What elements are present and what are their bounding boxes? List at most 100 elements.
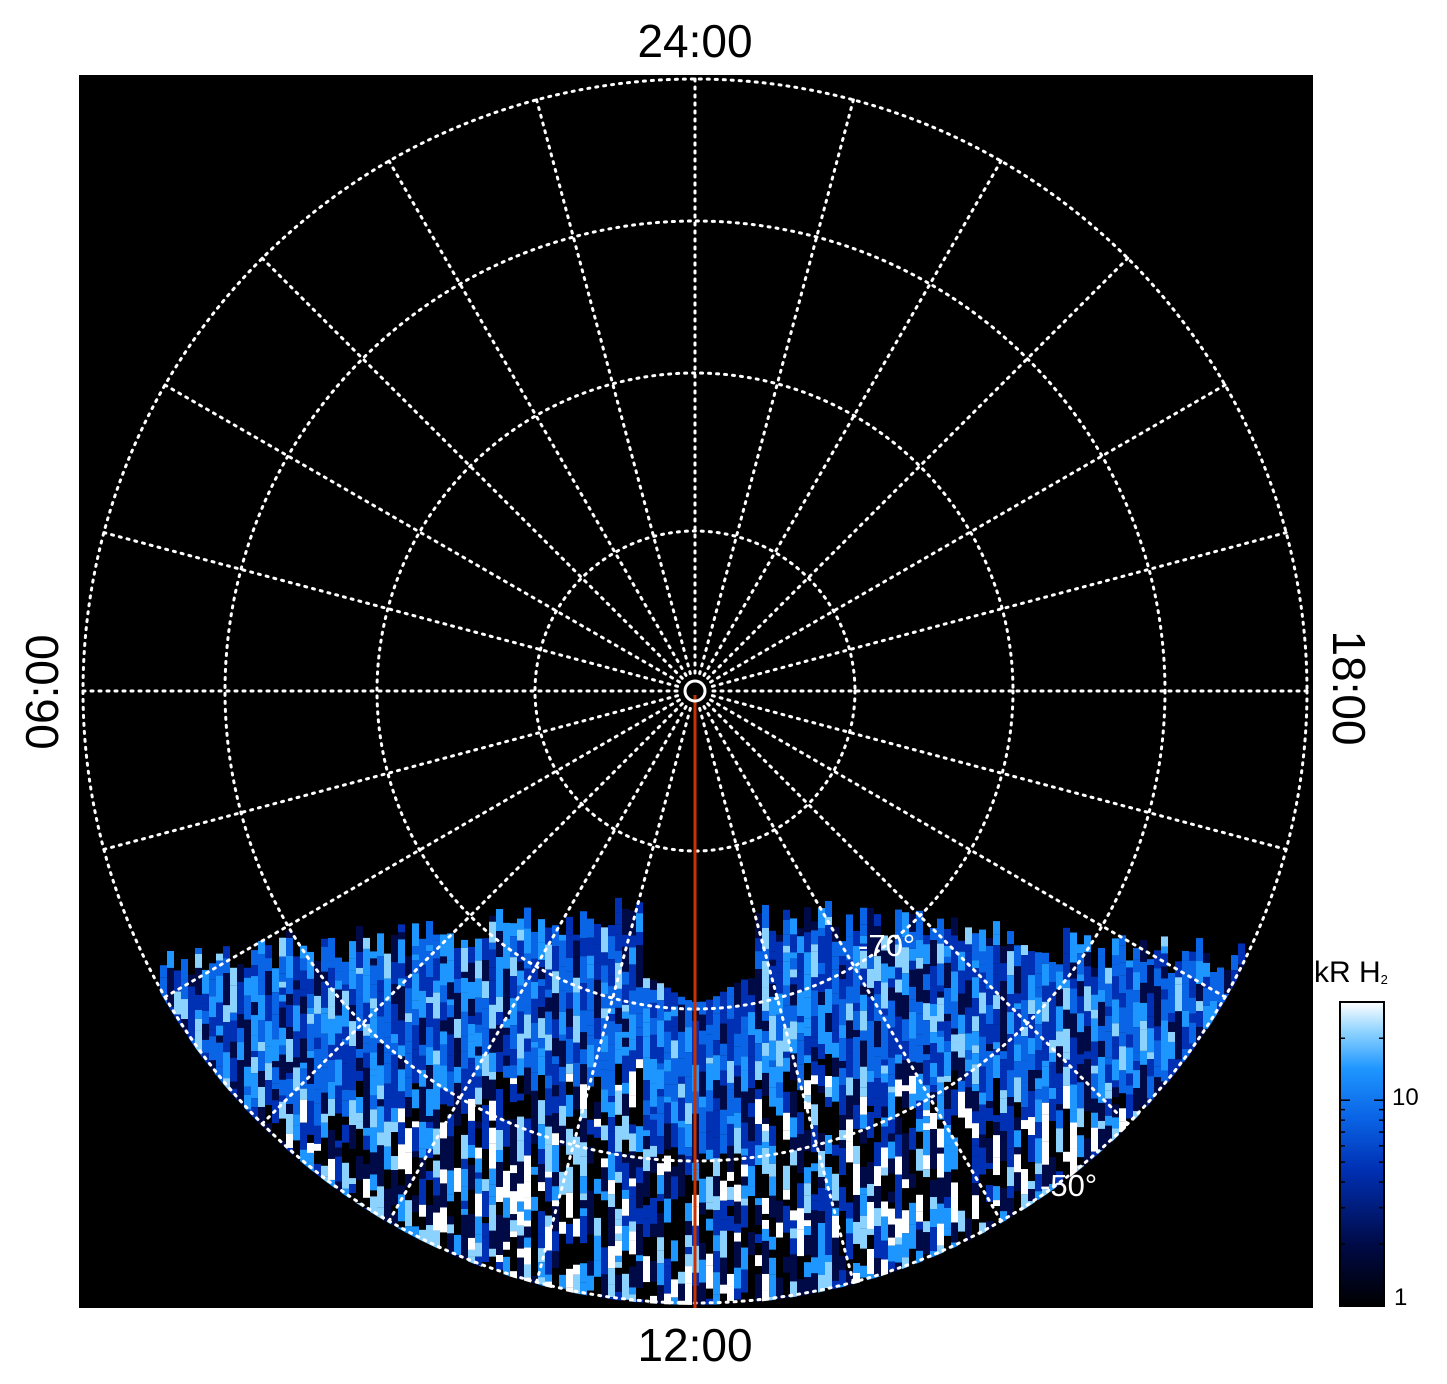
- emission-cell: [790, 1117, 797, 1138]
- emission-cell: [1168, 1058, 1175, 1082]
- emission-cell: [951, 1198, 958, 1223]
- emission-cell: [503, 1170, 510, 1198]
- emission-cell: [657, 1000, 664, 1021]
- emission-cell: [517, 1075, 524, 1094]
- emission-cell: [552, 1038, 559, 1057]
- emission-cell: [972, 1053, 979, 1065]
- emission-cell: [496, 1071, 503, 1089]
- emission-cell: [356, 951, 363, 968]
- emission-cell: [314, 1013, 321, 1038]
- emission-cell: [867, 996, 874, 1021]
- emission-cell: [272, 1067, 279, 1084]
- emission-cell: [629, 1095, 636, 1108]
- emission-cell: [1014, 1154, 1021, 1173]
- emission-cell: [258, 1070, 265, 1087]
- emission-cell: [1035, 1122, 1042, 1139]
- emission-cell: [181, 979, 188, 1000]
- emission-cell: [825, 1031, 832, 1054]
- emission-cell: [566, 1128, 573, 1155]
- emission-cell: [678, 1204, 685, 1227]
- emission-cell: [881, 1106, 888, 1118]
- emission-cell: [629, 1071, 636, 1096]
- emission-cell: [496, 1024, 503, 1052]
- emission-cell: [230, 1020, 237, 1042]
- emission-cell: [972, 1123, 979, 1139]
- emission-cell: [706, 1288, 713, 1299]
- emission-cell: [377, 956, 384, 981]
- emission-cell: [1147, 1059, 1154, 1077]
- emission-cell: [293, 989, 300, 1006]
- emission-cell: [839, 1025, 846, 1039]
- emission-cell: [503, 1100, 510, 1120]
- emission-cell: [923, 1123, 930, 1131]
- emission-cell: [1035, 1099, 1042, 1123]
- emission-cell: [790, 958, 797, 970]
- emission-cell: [1063, 1028, 1070, 1053]
- emission-cell: [741, 1016, 748, 1031]
- emission-cell: [286, 1061, 293, 1073]
- emission-cell: [818, 1093, 825, 1117]
- emission-cell: [790, 1021, 797, 1040]
- emission-cell: [426, 977, 433, 998]
- emission-cell: [335, 1033, 342, 1060]
- emission-cell: [1105, 1031, 1112, 1058]
- emission-cell: [468, 1098, 475, 1121]
- emission-cell: [993, 945, 1000, 964]
- emission-cell: [902, 1019, 909, 1042]
- emission-cell: [342, 990, 349, 1006]
- emission-cell: [937, 1223, 944, 1246]
- emission-cell: [335, 957, 342, 972]
- emission-cell: [958, 1033, 965, 1058]
- emission-cell: [1007, 1097, 1014, 1107]
- emission-cell: [335, 1059, 342, 1086]
- emission-cell: [678, 996, 685, 1005]
- emission-cell: [923, 935, 930, 945]
- emission-cell: [986, 968, 993, 990]
- emission-cell: [552, 1056, 559, 1065]
- emission-cell: [363, 1197, 370, 1208]
- emission-cell: [769, 1145, 776, 1164]
- emission-cell: [839, 1093, 846, 1116]
- emission-cell: [958, 1014, 965, 1034]
- emission-cell: [783, 1091, 790, 1113]
- emission-cell: [195, 994, 202, 1010]
- emission-cell: [286, 1133, 293, 1148]
- emission-cell: [888, 1119, 895, 1134]
- emission-cell: [545, 1274, 552, 1282]
- emission-cell: [272, 1083, 279, 1090]
- emission-cell: [1049, 1098, 1056, 1121]
- emission-cell: [650, 1275, 657, 1282]
- emission-cell: [629, 1287, 636, 1295]
- emission-cell: [923, 1169, 930, 1178]
- emission-cell: [762, 1010, 769, 1021]
- emission-cell: [986, 1077, 993, 1102]
- emission-cell: [804, 1213, 811, 1221]
- emission-cell: [909, 1224, 916, 1249]
- emission-cell: [916, 968, 923, 981]
- emission-cell: [1091, 1041, 1098, 1066]
- emission-cell: [1084, 935, 1091, 953]
- emission-cell: [496, 979, 503, 997]
- emission-cell: [993, 934, 1000, 946]
- emission-cell: [440, 1232, 447, 1256]
- emission-cell: [510, 1237, 517, 1247]
- emission-cell: [286, 1038, 293, 1062]
- emission-cell: [636, 1183, 643, 1209]
- emission-cell: [685, 1203, 692, 1222]
- emission-cell: [517, 940, 524, 962]
- emission-cell: [517, 970, 524, 986]
- emission-cell: [1224, 969, 1231, 994]
- emission-cell: [552, 1019, 559, 1039]
- emission-cell: [1000, 963, 1007, 982]
- emission-cell: [342, 1038, 349, 1045]
- emission-cell: [510, 976, 517, 999]
- emission-cell: [1007, 1034, 1014, 1058]
- emission-cell: [279, 1118, 286, 1141]
- emission-cell: [615, 1225, 622, 1234]
- emission-cell: [972, 1091, 979, 1112]
- emission-cell: [538, 960, 545, 968]
- emission-cell: [776, 1097, 783, 1116]
- emission-cell: [664, 1123, 671, 1150]
- emission-cell: [951, 917, 958, 936]
- emission-cell: [1161, 966, 1168, 979]
